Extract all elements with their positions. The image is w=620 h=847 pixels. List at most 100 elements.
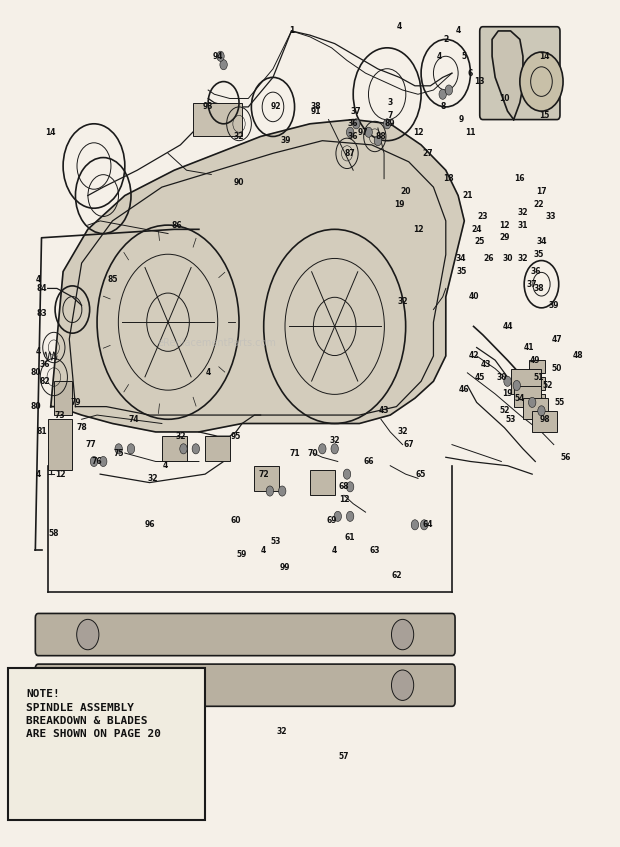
FancyBboxPatch shape: [35, 613, 455, 656]
Circle shape: [180, 444, 187, 454]
Circle shape: [266, 486, 273, 496]
Text: 5: 5: [462, 52, 467, 61]
Circle shape: [115, 444, 122, 454]
Bar: [523, 398, 547, 419]
Text: 42: 42: [468, 352, 479, 361]
Text: 37: 37: [351, 107, 361, 116]
Text: 3: 3: [388, 98, 393, 108]
Text: 78: 78: [76, 424, 87, 432]
Circle shape: [353, 119, 360, 129]
Text: 96: 96: [144, 520, 155, 529]
Text: 26: 26: [484, 254, 494, 263]
Text: 49: 49: [530, 356, 541, 365]
Text: 4: 4: [36, 469, 41, 479]
Text: 4: 4: [397, 22, 402, 31]
Circle shape: [77, 619, 99, 650]
Text: 71: 71: [290, 449, 300, 457]
Text: 54: 54: [515, 394, 525, 402]
FancyBboxPatch shape: [480, 27, 560, 119]
Text: 36: 36: [39, 360, 50, 369]
Text: 67: 67: [404, 440, 414, 449]
Text: 68: 68: [339, 482, 349, 491]
Bar: [54, 381, 73, 415]
Text: 43: 43: [379, 407, 389, 415]
Text: 41: 41: [524, 343, 534, 352]
Circle shape: [220, 59, 228, 69]
Text: 43: 43: [480, 360, 491, 369]
FancyBboxPatch shape: [35, 664, 455, 706]
Text: 19: 19: [394, 200, 405, 208]
Text: 34: 34: [456, 254, 466, 263]
Bar: [514, 385, 541, 407]
Text: 69: 69: [326, 516, 337, 525]
Text: 40: 40: [468, 292, 479, 302]
Circle shape: [100, 457, 107, 467]
Text: 4: 4: [261, 545, 267, 555]
Text: 52: 52: [499, 407, 510, 415]
Text: 80: 80: [30, 402, 41, 411]
Circle shape: [538, 406, 545, 416]
Text: 38: 38: [311, 102, 322, 112]
Text: 32: 32: [175, 432, 185, 440]
Text: 27: 27: [422, 149, 433, 158]
Circle shape: [391, 619, 414, 650]
Bar: [532, 411, 557, 432]
Text: 17: 17: [536, 187, 547, 196]
Text: 81: 81: [36, 428, 47, 436]
Text: 6: 6: [468, 69, 473, 78]
Polygon shape: [51, 119, 464, 432]
Text: 10: 10: [499, 94, 510, 103]
Text: 46: 46: [459, 385, 469, 394]
Text: 84: 84: [36, 284, 47, 293]
Circle shape: [347, 512, 354, 522]
Text: 4: 4: [162, 462, 167, 470]
Text: 75: 75: [113, 449, 124, 457]
Text: 95: 95: [231, 432, 241, 440]
Text: 98: 98: [539, 415, 550, 424]
Text: 29: 29: [499, 233, 510, 242]
Text: 12: 12: [499, 220, 510, 230]
Circle shape: [520, 52, 563, 111]
Text: 4: 4: [36, 347, 41, 357]
Text: 62: 62: [391, 571, 402, 580]
Text: 55: 55: [555, 398, 565, 407]
Bar: [529, 394, 544, 407]
Text: 63: 63: [370, 545, 380, 555]
Circle shape: [217, 51, 224, 61]
Text: 45: 45: [474, 373, 485, 381]
Text: 32: 32: [234, 132, 244, 141]
Text: 91: 91: [311, 107, 321, 116]
Text: 12: 12: [413, 224, 423, 234]
Text: 32: 32: [329, 436, 340, 445]
Text: 50: 50: [552, 364, 562, 374]
Circle shape: [391, 670, 414, 700]
Text: 60: 60: [231, 516, 241, 525]
Bar: [511, 368, 541, 394]
Circle shape: [319, 444, 326, 454]
Circle shape: [347, 482, 354, 492]
Circle shape: [420, 520, 428, 530]
Circle shape: [278, 486, 286, 496]
FancyBboxPatch shape: [7, 668, 205, 820]
Text: 12: 12: [55, 469, 65, 479]
Text: 32: 32: [518, 254, 528, 263]
Text: 99: 99: [280, 562, 291, 572]
Text: 34: 34: [536, 237, 547, 246]
Text: 51: 51: [533, 373, 544, 381]
Circle shape: [127, 444, 135, 454]
Text: 31: 31: [518, 220, 528, 230]
Text: 8: 8: [440, 102, 445, 112]
Text: 74: 74: [129, 415, 140, 424]
Circle shape: [513, 380, 520, 390]
Circle shape: [528, 397, 536, 407]
Text: 66: 66: [363, 457, 374, 466]
Text: 36: 36: [530, 267, 541, 276]
Circle shape: [365, 127, 373, 137]
Text: NOTE!
SPINDLE ASSEMBLY
BREAKDOWN & BLADES
ARE SHOWN ON PAGE 20: NOTE! SPINDLE ASSEMBLY BREAKDOWN & BLADE…: [26, 689, 161, 739]
Text: 53: 53: [505, 415, 516, 424]
Bar: [162, 436, 187, 462]
Text: 32: 32: [397, 296, 408, 306]
Text: 64: 64: [422, 520, 433, 529]
Text: 16: 16: [515, 174, 525, 183]
Text: 79: 79: [70, 398, 81, 407]
